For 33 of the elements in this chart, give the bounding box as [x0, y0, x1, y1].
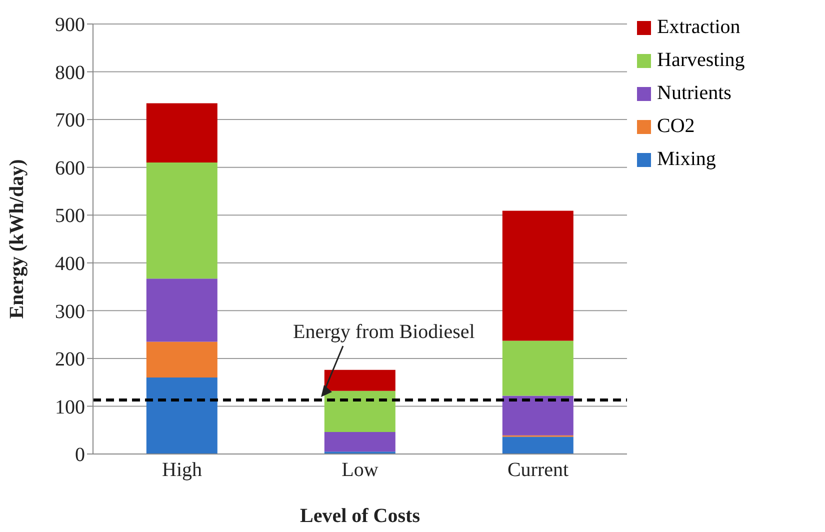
y-tick-label: 400: [55, 252, 85, 275]
y-tick-label: 100: [55, 396, 85, 418]
bar: [146, 162, 218, 279]
y-tick-label: 200: [55, 348, 85, 371]
y-tick-label: 500: [55, 205, 85, 228]
bar: [502, 210, 574, 341]
y-tick-label: 300: [55, 300, 85, 323]
y-tick-label: 900: [55, 14, 85, 36]
y-tick-label: 600: [55, 157, 85, 180]
x-tick-label: Low: [342, 459, 379, 482]
legend-label: Mixing: [657, 148, 716, 171]
x-axis-title: Level of Costs: [300, 505, 420, 527]
bar: [324, 390, 396, 432]
y-tick-label: 0: [75, 444, 85, 466]
x-tick-label: High: [162, 459, 202, 482]
legend-label: CO2: [657, 115, 695, 138]
bar: [146, 278, 218, 342]
legend-label: Harvesting: [657, 49, 745, 72]
ref-line-label: Energy from Biodiesel: [293, 321, 476, 344]
legend-label: Nutrients: [657, 82, 732, 105]
y-axis-title: Energy (kWh/day): [6, 159, 28, 319]
bar: [324, 370, 396, 391]
bar: [146, 103, 218, 163]
bar: [324, 432, 396, 452]
bar: [146, 342, 218, 378]
bar: [502, 396, 574, 436]
bar: [146, 378, 218, 454]
legend-label: Extraction: [657, 16, 740, 39]
y-tick-label: 700: [55, 110, 85, 132]
bar: [502, 436, 574, 454]
x-tick-label: Current: [507, 459, 569, 482]
y-tick-label: 800: [55, 62, 85, 84]
bar: [502, 340, 574, 396]
